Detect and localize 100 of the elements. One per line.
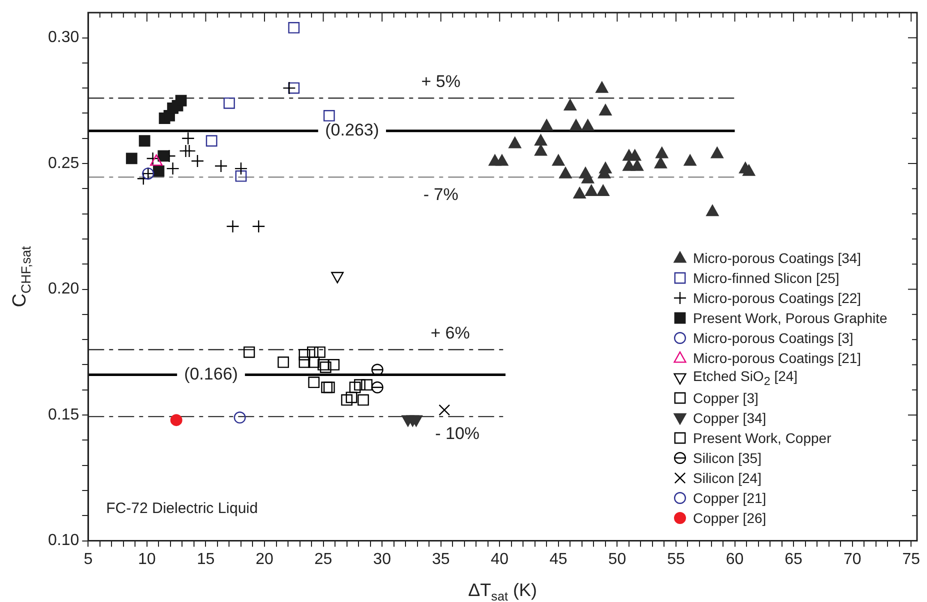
y-tick-label: 0.30 — [48, 29, 80, 46]
legend-label: Present Work, Copper — [693, 430, 832, 446]
x-tick-label: 10 — [138, 550, 156, 568]
point — [596, 81, 608, 93]
point — [508, 136, 522, 148]
point — [298, 348, 310, 360]
legend-label: Silicon [24] — [693, 470, 762, 486]
point — [654, 156, 667, 168]
point — [252, 220, 266, 233]
point — [630, 159, 644, 171]
x-tick-label: 70 — [843, 550, 862, 568]
point — [596, 184, 610, 196]
point — [656, 146, 668, 158]
point — [559, 166, 572, 178]
annotation: - 10% — [435, 424, 480, 444]
point — [534, 144, 548, 156]
point — [346, 392, 358, 404]
y-tick-label: 0.10 — [48, 532, 80, 550]
y-axis-title: CCHF,sat — [9, 246, 34, 308]
point — [214, 159, 228, 173]
x-tick-label: 45 — [550, 550, 568, 568]
point — [235, 170, 247, 182]
x-tick-label: 5 — [84, 550, 93, 568]
point — [438, 404, 450, 416]
point — [710, 146, 724, 158]
legend-label: Copper [26] — [693, 510, 766, 526]
point — [170, 414, 182, 426]
point — [146, 152, 160, 166]
point — [552, 154, 565, 166]
point — [234, 412, 246, 424]
legend-label: Micro-porous Coatings [21] — [693, 350, 862, 366]
y-tick-label: 0.25 — [48, 154, 80, 172]
point — [570, 119, 582, 131]
point — [308, 356, 320, 368]
legend-label: Micro-porous Coatings [3] — [693, 330, 854, 346]
legend-label: Copper [3] — [693, 390, 758, 406]
point — [138, 135, 150, 147]
point — [278, 356, 290, 368]
point — [166, 162, 180, 176]
point — [308, 376, 320, 388]
point — [181, 132, 195, 145]
point — [224, 97, 235, 109]
point — [540, 119, 553, 131]
point — [331, 272, 344, 284]
legend-label: Copper [34] — [693, 410, 766, 426]
annotation: (0.263) — [325, 120, 380, 140]
x-tick-label: 65 — [784, 550, 803, 568]
point — [349, 382, 361, 394]
point — [314, 346, 326, 358]
point — [126, 152, 138, 164]
y-tick-label: 0.20 — [48, 280, 80, 298]
point — [318, 359, 329, 370]
point — [564, 99, 576, 110]
x-tick-label: 40 — [490, 550, 509, 568]
x-tick-label: 60 — [726, 550, 744, 568]
point — [582, 119, 594, 131]
point — [534, 134, 548, 146]
legend-label: Micro-porous Coatings [34] — [693, 250, 862, 266]
point — [323, 110, 335, 122]
x-tick-label: 20 — [256, 550, 274, 568]
legend-label: Etched SiO$_{2}$ [24] — [693, 368, 798, 388]
x-tick-label: 50 — [608, 550, 626, 568]
point — [585, 184, 598, 196]
point — [206, 135, 218, 147]
point — [244, 346, 255, 358]
point — [361, 379, 372, 391]
x-tick-label: 55 — [667, 550, 685, 568]
point — [282, 81, 296, 95]
legend-label: Copper [21] — [693, 490, 766, 506]
point — [573, 187, 586, 198]
legend-label: Micro-porous Coatings [22] — [693, 290, 862, 306]
point — [158, 150, 170, 162]
point — [306, 346, 318, 358]
point — [182, 144, 196, 158]
point — [371, 381, 384, 394]
legend-label: Micro-finned Slicon [25] — [693, 270, 840, 286]
x-tick-label: 15 — [196, 550, 215, 568]
point — [358, 394, 369, 406]
point — [226, 220, 240, 233]
point — [190, 154, 204, 168]
x-tick-label: 75 — [902, 550, 920, 568]
y-tick-label: 0.15 — [48, 406, 80, 424]
annotation: + 6% — [430, 323, 470, 342]
point — [341, 394, 352, 406]
point — [706, 204, 719, 216]
annotation: (0.166) — [184, 364, 238, 384]
annotation: + 5% — [421, 72, 460, 91]
annotation: FC-72 Dielectric Liquid — [106, 500, 258, 517]
point — [354, 379, 366, 391]
point — [175, 94, 187, 106]
point — [684, 154, 696, 166]
point — [234, 162, 248, 176]
legend-label: Silicon [35] — [693, 450, 762, 466]
point — [150, 154, 163, 166]
point — [328, 359, 340, 370]
point — [496, 154, 508, 166]
point — [288, 82, 300, 94]
x-tick-label: 25 — [314, 550, 332, 568]
point — [298, 356, 310, 368]
point — [320, 362, 332, 373]
